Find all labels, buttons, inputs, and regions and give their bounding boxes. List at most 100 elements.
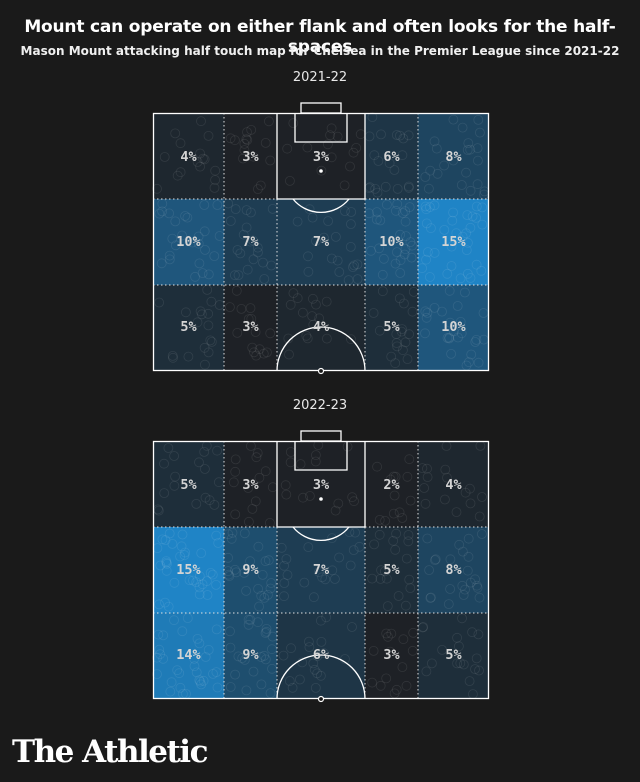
touch-marker [444,333,455,344]
touch-marker [377,286,388,297]
touch-marker [448,114,459,125]
zone-cell [365,441,418,527]
touch-marker [241,685,252,696]
zone-cell [365,113,418,199]
touch-marker [403,182,414,193]
touch-marker [227,527,238,538]
touch-marker [391,329,402,340]
touch-marker [400,337,411,348]
touch-marker [329,574,340,584]
touch-marker [457,613,467,624]
touch-marker [463,357,474,368]
touch-marker [199,446,210,457]
touch-marker [246,207,256,218]
penalty-box [276,441,366,528]
touch-marker [228,477,239,488]
touch-marker [279,591,289,602]
touch-marker [474,511,485,522]
touch-marker [368,308,379,318]
touch-marker [284,676,295,686]
penalty-spot [319,497,323,501]
touch-marker [429,247,440,258]
touch-marker [463,138,474,149]
touch-marker [445,317,456,328]
touch-marker [250,496,261,507]
touch-marker [326,123,337,134]
touch-marker [199,226,210,237]
touch-marker [266,578,277,588]
touch-marker [294,674,305,685]
penalty-arc [292,526,350,541]
touch-marker [465,144,476,155]
touch-marker [394,293,405,304]
touch-marker [200,359,210,370]
touch-marker [225,682,236,692]
touch-marker [153,505,164,516]
touch-marker [445,584,456,594]
touch-marker [194,589,205,600]
touch-marker [286,643,296,654]
touch-marker [400,206,411,217]
zone-value-label: 10% [176,234,201,250]
touch-marker [154,208,165,219]
touch-marker [310,450,321,461]
zone-cell [365,285,418,371]
goal [300,102,342,114]
touch-marker [284,176,295,186]
touch-marker [241,205,252,215]
touch-marker [316,636,327,647]
touch-marker [352,259,363,270]
touch-marker [462,565,473,576]
zone-value-label: 4% [180,149,197,165]
touch-marker [281,554,292,564]
touch-marker [471,580,482,591]
touch-marker [326,253,337,264]
touch-marker [230,509,241,520]
touch-marker [251,452,262,463]
touch-marker [454,539,465,550]
touch-marker [203,644,214,655]
season-label-2021-22: 2021-22 [292,70,348,85]
touch-marker [180,547,190,558]
touch-marker [189,653,200,664]
touch-marker [209,251,220,262]
pitch-svg: 4% 3% 3% 6% 8% 10% 7% 7% 10% 15% 5% 3% 4% 5% 10% [152,102,490,375]
touch-marker [236,303,247,314]
zone-cell [224,113,277,199]
touch-marker [194,457,204,468]
touch-marker [313,567,324,577]
touch-marker [452,658,463,669]
touch-marker [420,328,430,339]
touch-marker [157,534,168,545]
touch-marker [397,662,408,673]
touch-marker [465,273,476,283]
touch-marker [425,165,436,176]
touch-marker [194,582,205,593]
touch-marker [451,228,462,239]
zone-cell [224,285,277,371]
touch-marker [154,644,165,655]
touch-marker [451,507,462,517]
zone-value-label: 3% [242,477,259,493]
touch-marker [437,306,447,317]
touch-marker [457,122,468,133]
touch-marker [442,333,453,343]
touch-marker [421,254,432,265]
zone-cell [418,441,489,527]
zone-value-label: 3% [242,319,259,335]
touch-marker [231,567,242,578]
touch-marker [223,569,234,580]
touch-marker [207,569,218,580]
touch-marker [302,142,313,153]
touch-marker [254,472,265,483]
touch-marker [170,471,181,482]
touch-marker [189,661,200,672]
touch-marker [463,551,474,562]
touch-marker [395,229,406,240]
touch-marker [169,480,180,491]
touch-marker [419,483,430,493]
touch-marker [197,268,208,279]
touch-marker [164,208,175,219]
touch-marker [184,575,195,586]
touch-marker [211,667,222,678]
